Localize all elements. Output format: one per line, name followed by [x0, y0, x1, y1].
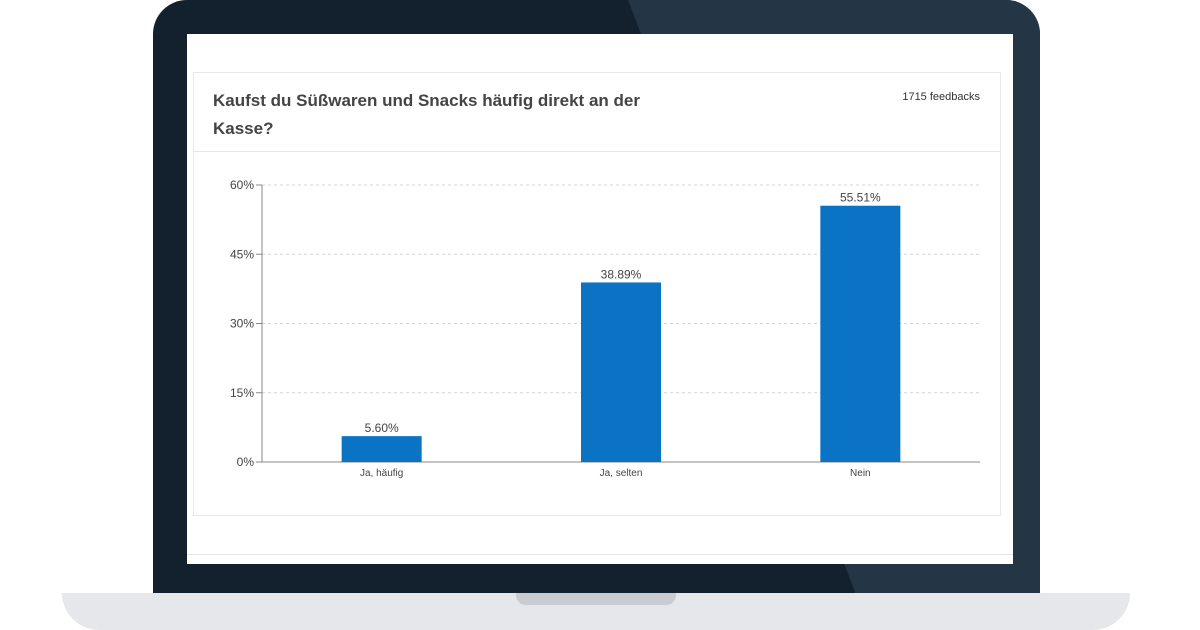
y-tick-label: 15%: [230, 386, 254, 400]
y-tick-label: 45%: [230, 247, 254, 261]
survey-result-card: Kaufst du Süßwaren und Snacks häufig dir…: [193, 72, 1001, 516]
feedback-count: 1715 feedbacks: [902, 91, 980, 103]
y-tick-label: 0%: [237, 455, 255, 469]
bar: [820, 205, 901, 463]
data-label: 5.60%: [365, 421, 399, 435]
x-tick-label: Nein: [850, 468, 871, 479]
screen-divider: [187, 554, 1013, 555]
bar: [341, 436, 422, 462]
y-tick-label: 30%: [230, 317, 254, 331]
y-tick-label: 60%: [230, 178, 254, 192]
bar-chart: 0% 15% 30% 45% 60% 5.60% Ja, häufig 38.89% Ja, s…: [230, 178, 980, 479]
data-label: 55.51%: [840, 191, 881, 205]
laptop-base-notch: [516, 593, 676, 605]
question-title: Kaufst du Süßwaren und Snacks häufig dir…: [213, 91, 640, 138]
x-tick-label: Ja, selten: [600, 468, 643, 479]
card-header: Kaufst du Süßwaren und Snacks häufig dir…: [194, 73, 1000, 152]
bar: [581, 282, 661, 462]
x-tick-label: Ja, häufig: [360, 468, 403, 479]
data-label: 38.89%: [601, 267, 642, 281]
laptop-screen: Kaufst du Süßwaren und Snacks häufig dir…: [187, 34, 1013, 564]
